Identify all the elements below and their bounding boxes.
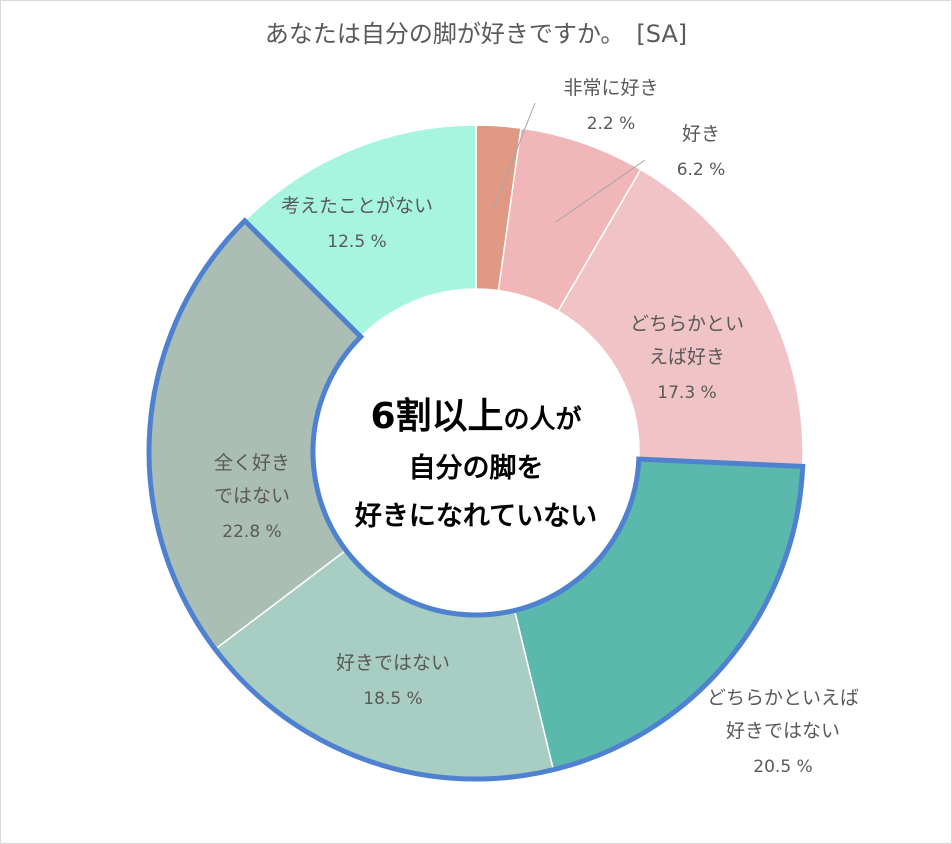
slice-value-label: 22.8 % xyxy=(222,522,281,542)
slice-kangaeta-kotoganai xyxy=(243,124,477,338)
slice-label: 好きではない xyxy=(726,720,840,742)
center-annotation-line2: 自分の脚を xyxy=(409,452,544,484)
slice-label: 好きではない xyxy=(336,652,450,674)
slice-label: どちらかといえば xyxy=(707,687,859,709)
leader-line xyxy=(555,159,646,223)
leader-line xyxy=(492,102,536,211)
slice-dochiraka-suki xyxy=(557,168,804,468)
highlight-outline xyxy=(146,217,806,782)
slice-label: 好き xyxy=(682,123,720,145)
slice-label: ではない xyxy=(214,485,290,507)
slice-label: 考えたことがない xyxy=(281,195,433,217)
slice-value-label: 6.2 % xyxy=(677,160,726,180)
slice-label: 非常に好き xyxy=(563,77,658,99)
slice-value-label: 17.3 % xyxy=(657,383,716,403)
slice-label: どちらかとい xyxy=(630,313,744,335)
slice-value-label: 18.5 % xyxy=(363,689,422,709)
slice-label: えば好き xyxy=(649,346,725,368)
slice-value-label: 20.5 % xyxy=(753,757,812,777)
center-annotation-line3: 好きになれていない xyxy=(354,501,597,532)
center-annotation-line1: 6割以上の人が xyxy=(370,396,581,437)
slice-value-label: 2.2 % xyxy=(587,114,636,134)
slice-value-label: 12.5 % xyxy=(327,232,386,252)
chart-title: あなたは自分の脚が好きですか。 [SA] xyxy=(264,20,688,48)
slice-label: 全く好き xyxy=(214,452,290,474)
